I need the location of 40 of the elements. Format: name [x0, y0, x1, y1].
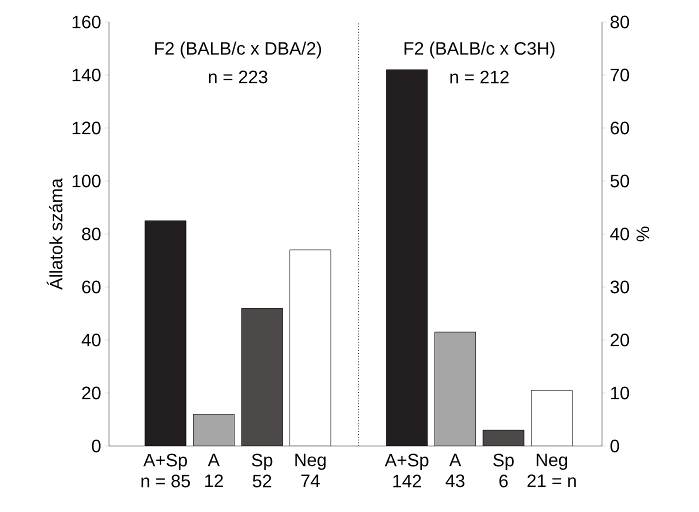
y2-tick-label: 60 — [610, 122, 630, 134]
y-tick-label: 140 — [72, 68, 101, 82]
data-label: 12 — [205, 474, 223, 488]
x-tick-label: A — [449, 454, 462, 466]
y2-tick-label: 30 — [610, 280, 630, 294]
y2-tick-label: 80 — [610, 16, 630, 28]
y2-tick-label: 50 — [610, 174, 630, 188]
data-label: 142 — [393, 474, 421, 488]
y-tick-label: 60 — [82, 280, 101, 294]
y-tick-label: 0 — [92, 440, 101, 452]
x-tick-label: A — [208, 454, 220, 466]
y-tick-label: 40 — [82, 334, 101, 346]
x-tick-label: A+Sp — [143, 454, 187, 470]
data-label: 74 — [301, 474, 320, 488]
data-label: 43 — [446, 474, 464, 488]
y-tick-label: 20 — [82, 386, 101, 400]
annotation: n = 223 — [208, 70, 268, 84]
x-tick-label: Sp — [493, 454, 514, 470]
y-axis-title: Állatok száma — [46, 178, 62, 290]
annotation: F2 (BALB/c x C3H) — [404, 42, 554, 58]
data-label: 21 = n — [528, 474, 576, 488]
y2-tick-label: 20 — [610, 334, 630, 346]
y2-axis-title: % — [636, 226, 650, 242]
y-tick-label: 120 — [72, 122, 101, 134]
y-tick-label: 80 — [82, 228, 101, 240]
y2-tick-label: 10 — [611, 386, 630, 400]
data-label: 52 — [252, 474, 272, 488]
x-tick-label: A+Sp — [384, 454, 428, 470]
y2-tick-label: 70 — [610, 68, 630, 82]
x-tick-label: Neg — [295, 454, 326, 470]
x-tick-label: Neg — [536, 454, 568, 470]
y2-tick-label: 40 — [610, 228, 630, 240]
data-label: 6 — [499, 474, 508, 488]
annotation: n = 212 — [450, 70, 509, 84]
y2-tick-label: 0 — [610, 440, 620, 452]
y-tick-label: 160 — [72, 16, 101, 28]
data-label: n = 85 — [142, 474, 190, 488]
annotation: F2 (BALB/c x DBA/2) — [155, 42, 322, 58]
y-tick-label: 100 — [72, 174, 101, 188]
x-tick-label: Sp — [252, 454, 272, 470]
